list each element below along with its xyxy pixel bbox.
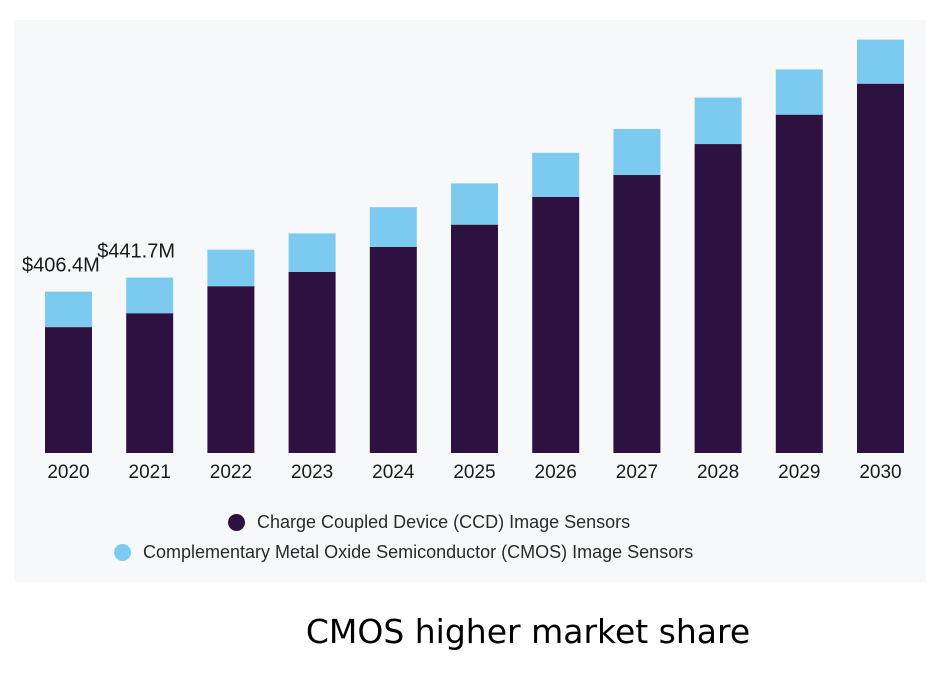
x-tick-2022: 2022 [210, 462, 252, 483]
legend-item-cmos: Complementary Metal Oxide Semiconductor … [14, 537, 926, 567]
bar-ccd-2021 [126, 313, 174, 453]
stacked-bar-chart: 2020 2021 2022 2023 2024 2025 2026 2027 2028 2029… [22, 39, 904, 483]
legend-label-cmos: Complementary Metal Oxide Semiconductor … [143, 541, 694, 562]
legend-swatch-cmos [114, 543, 131, 561]
bar-ccd-2029 [775, 114, 823, 454]
chart-panel: 2020 2021 2022 2023 2024 2025 2026 2027 2028 2029… [14, 20, 926, 582]
bar-cmos-2022 [207, 249, 255, 287]
bar-cmos-2024 [369, 207, 417, 247]
legend-swatch-ccd [228, 513, 245, 531]
bar-ccd-2024 [369, 246, 417, 453]
data-label-2021: $441.7M [97, 241, 175, 263]
bar-ccd-2030 [857, 83, 904, 454]
bar-cmos-2021 [126, 277, 174, 314]
legend: Charge Coupled Device (CCD) Image Sensor… [14, 507, 926, 567]
x-tick-2025: 2025 [453, 462, 495, 483]
bar-cmos-2029 [775, 69, 823, 115]
bar-cmos-2026 [532, 152, 580, 197]
caption: CMOS higher market share [305, 612, 751, 651]
legend-item-ccd: Charge Coupled Device (CCD) Image Sensor… [14, 507, 926, 537]
bar-cmos-2023 [288, 233, 336, 272]
data-label-2020: $406.4M [22, 255, 100, 277]
x-tick-2026: 2026 [535, 462, 577, 483]
legend-label-ccd: Charge Coupled Device (CCD) Image Sensor… [257, 511, 631, 532]
x-tick-2020: 2020 [47, 462, 89, 483]
bar-cmos-2030 [857, 39, 904, 84]
bar-ccd-2023 [288, 271, 336, 453]
x-tick-2027: 2027 [616, 462, 658, 483]
bar-ccd-2026 [532, 196, 580, 453]
x-tick-2024: 2024 [372, 462, 415, 483]
bar-cmos-2025 [451, 183, 498, 225]
bar-ccd-2028 [694, 144, 742, 453]
bar-ccd-2025 [451, 224, 498, 453]
bar-ccd-2027 [613, 175, 661, 453]
bar-ccd-2022 [207, 286, 255, 453]
bar-ccd-2020 [45, 327, 92, 453]
x-tick-2030: 2030 [859, 462, 901, 483]
bar-cmos-2028 [694, 97, 742, 145]
x-tick-2021: 2021 [129, 462, 171, 483]
x-tick-2029: 2029 [778, 462, 820, 483]
bar-cmos-2020 [45, 291, 92, 328]
x-tick-2028: 2028 [697, 462, 739, 483]
bar-cmos-2027 [613, 128, 661, 176]
x-tick-2023: 2023 [291, 462, 333, 483]
